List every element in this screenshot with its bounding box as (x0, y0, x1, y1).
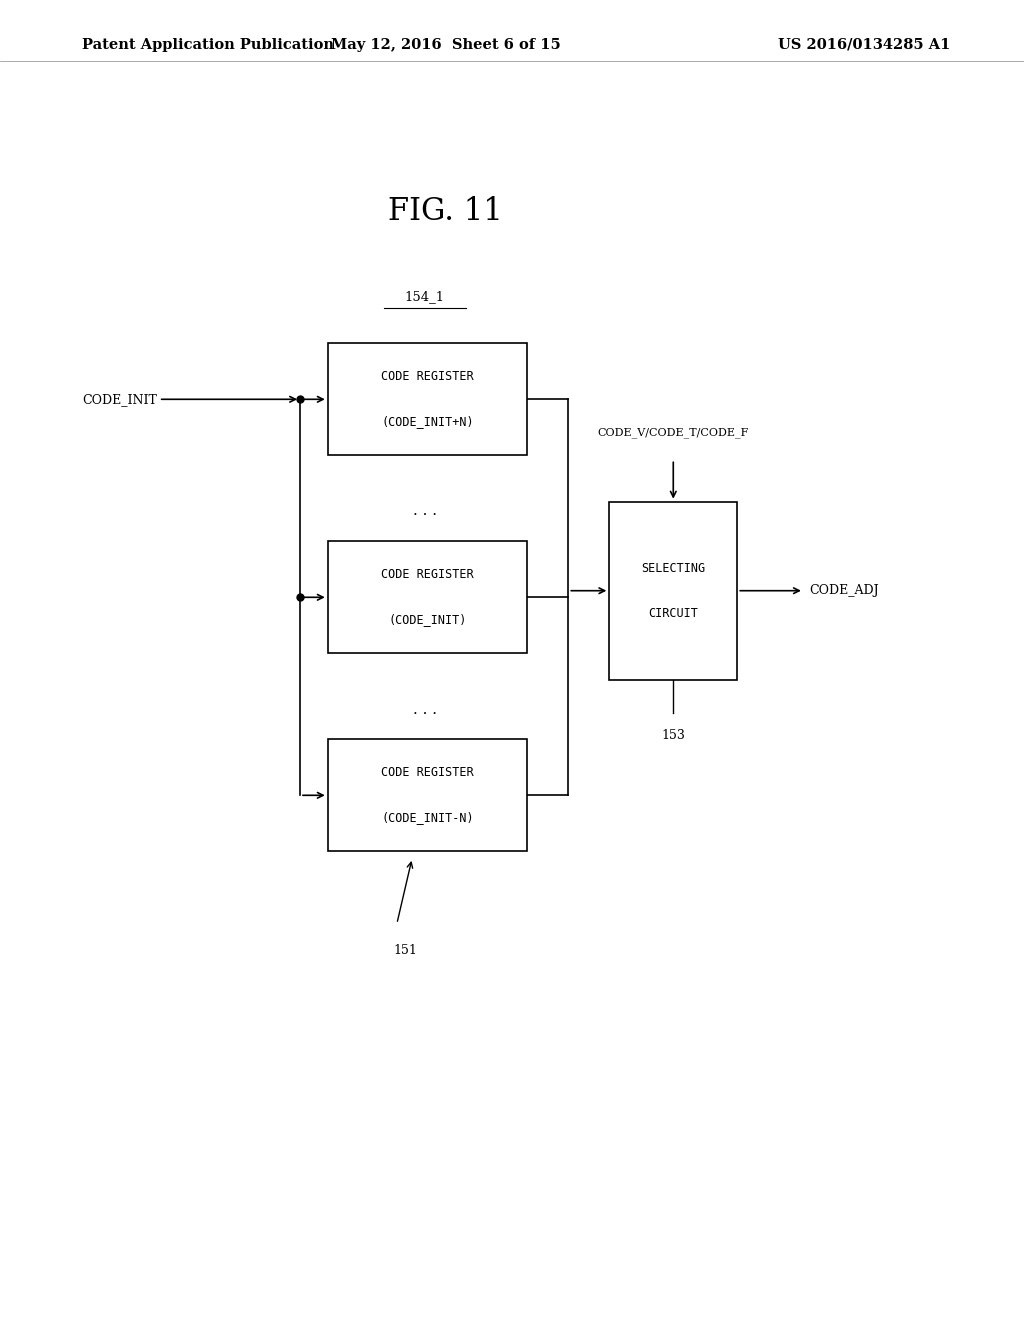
Text: CODE_INIT: CODE_INIT (82, 393, 157, 405)
Text: Patent Application Publication: Patent Application Publication (82, 38, 334, 51)
Text: May 12, 2016  Sheet 6 of 15: May 12, 2016 Sheet 6 of 15 (331, 38, 560, 51)
Text: . . .: . . . (413, 504, 437, 517)
Bar (328, 541, 527, 653)
Text: CODE_V/CODE_T/CODE_F: CODE_V/CODE_T/CODE_F (598, 428, 749, 438)
Text: 154_1: 154_1 (404, 290, 445, 304)
Text: CODE REGISTER: CODE REGISTER (381, 767, 474, 779)
Bar (609, 502, 737, 680)
Text: CODE REGISTER: CODE REGISTER (381, 569, 474, 581)
Text: US 2016/0134285 A1: US 2016/0134285 A1 (778, 38, 950, 51)
Text: (CODE_INIT+N): (CODE_INIT+N) (381, 416, 474, 428)
Text: CODE REGISTER: CODE REGISTER (381, 371, 474, 383)
Text: FIG. 11: FIG. 11 (388, 195, 503, 227)
Text: . . .: . . . (413, 704, 437, 717)
Text: 153: 153 (662, 729, 685, 742)
Text: (CODE_INIT): (CODE_INIT) (388, 614, 467, 626)
Bar (328, 343, 527, 455)
Text: CODE_ADJ: CODE_ADJ (809, 585, 879, 597)
Text: 151: 151 (393, 944, 417, 957)
Text: (CODE_INIT-N): (CODE_INIT-N) (381, 812, 474, 824)
Text: SELECTING: SELECTING (641, 562, 706, 574)
Text: CIRCUIT: CIRCUIT (648, 607, 698, 619)
Bar (328, 739, 527, 851)
